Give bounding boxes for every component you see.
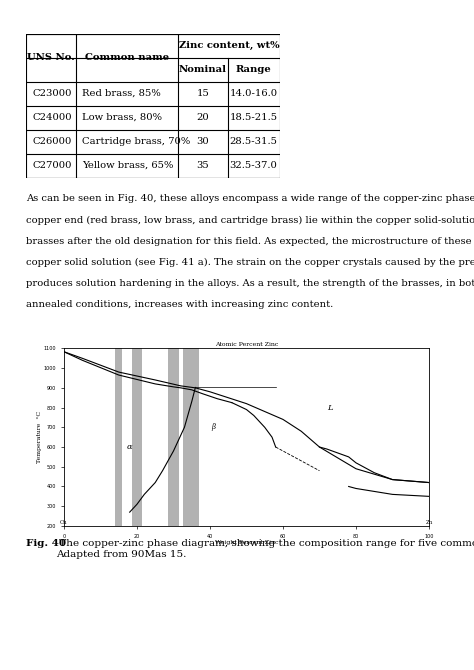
Text: 35: 35 [197, 161, 210, 170]
Text: L: L [328, 403, 333, 411]
Text: UNS No.: UNS No. [27, 53, 75, 62]
Text: annealed conditions, increases with increasing zinc content.: annealed conditions, increases with incr… [26, 300, 333, 309]
Text: copper solid solution (see Fig. 41 a). The strain on the copper crystals caused : copper solid solution (see Fig. 41 a). T… [26, 258, 474, 267]
Text: C23000: C23000 [32, 89, 72, 98]
Text: Red brass, 85%: Red brass, 85% [82, 89, 161, 98]
Text: β: β [211, 423, 216, 431]
Bar [182, 348, 199, 526]
Text: 20: 20 [197, 113, 210, 122]
Text: Yellow brass, 65%: Yellow brass, 65% [82, 161, 173, 170]
Bar [168, 348, 179, 526]
Text: brasses after the old designation for this field. As expected, the microstructur: brasses after the old designation for th… [26, 237, 474, 246]
Text: 14.0-16.0: 14.0-16.0 [229, 89, 278, 98]
Bar [115, 348, 122, 526]
Bar [131, 348, 143, 526]
Text: The copper-zinc phase diagram, showing the composition range for five common bra: The copper-zinc phase diagram, showing t… [56, 539, 474, 559]
Text: Zn: Zn [425, 520, 433, 525]
Text: copper end (red brass, low brass, and cartridge brass) lie within the copper sol: copper end (red brass, low brass, and ca… [26, 216, 474, 224]
Text: C27000: C27000 [32, 161, 72, 170]
Title: Atomic Percent Zinc: Atomic Percent Zinc [215, 342, 278, 346]
Text: C24000: C24000 [32, 113, 72, 122]
Text: Cu: Cu [60, 520, 68, 525]
Text: C26000: C26000 [32, 137, 72, 146]
Text: 18.5-21.5: 18.5-21.5 [229, 113, 278, 122]
Y-axis label: Temperature  °C: Temperature °C [37, 411, 43, 463]
X-axis label: Weight Percent Zinc: Weight Percent Zinc [215, 540, 278, 545]
Text: Nominal: Nominal [179, 65, 227, 74]
Text: Low brass, 80%: Low brass, 80% [82, 113, 162, 122]
Text: 28.5-31.5: 28.5-31.5 [230, 137, 278, 146]
Text: α: α [127, 443, 133, 451]
Text: Fig. 40: Fig. 40 [26, 539, 66, 548]
Text: 15: 15 [197, 89, 210, 98]
Text: Cartridge brass, 70%: Cartridge brass, 70% [82, 137, 190, 146]
Text: Zinc content, wt%: Zinc content, wt% [179, 41, 279, 50]
Text: 30: 30 [197, 137, 210, 146]
Text: produces solution hardening in the alloys. As a result, the strength of the bras: produces solution hardening in the alloy… [26, 279, 474, 288]
Text: Range: Range [236, 65, 272, 74]
Text: 32.5-37.0: 32.5-37.0 [230, 161, 278, 170]
Text: As can be seen in Fig. 40, these alloys encompass a wide range of the copper-zin: As can be seen in Fig. 40, these alloys … [26, 194, 474, 203]
Text: Common name: Common name [85, 53, 169, 62]
